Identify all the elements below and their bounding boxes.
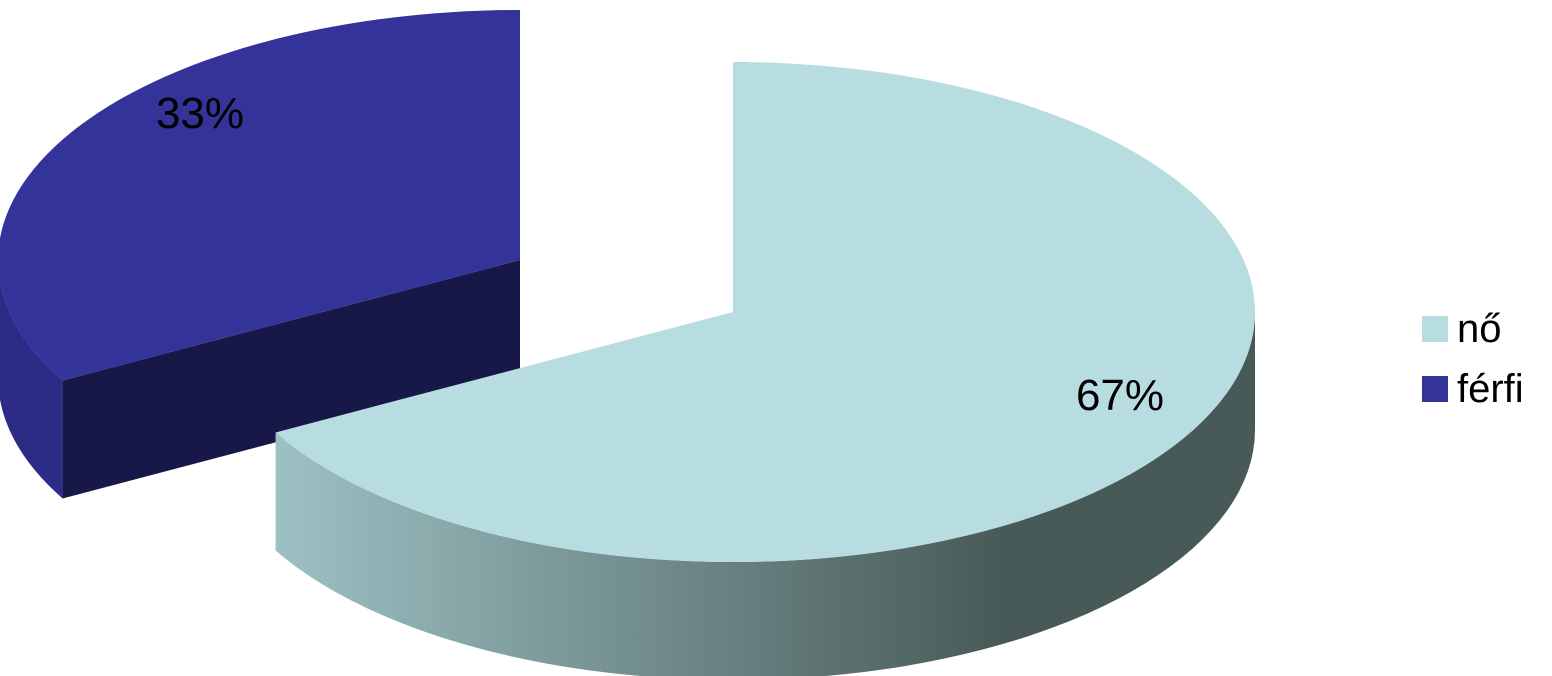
legend-swatch-no bbox=[1422, 316, 1448, 342]
slice-ferfi-wall bbox=[62, 260, 521, 499]
slice-no-side bbox=[275, 312, 1255, 676]
slice-ferfi-side bbox=[0, 281, 63, 499]
slice-no-top bbox=[275, 62, 1256, 563]
legend-item-ferfi: férfi bbox=[1422, 366, 1524, 412]
legend-label-ferfi: férfi bbox=[1457, 367, 1524, 411]
legend-item-no: nő bbox=[1422, 306, 1524, 352]
legend: nő férfi bbox=[1422, 306, 1524, 412]
slice-ferfi-top bbox=[0, 10, 520, 381]
data-label-ferfi: 33% bbox=[156, 89, 244, 138]
legend-label-no: nő bbox=[1457, 307, 1502, 351]
data-label-no: 67% bbox=[1076, 371, 1164, 420]
legend-swatch-ferfi bbox=[1422, 376, 1448, 402]
